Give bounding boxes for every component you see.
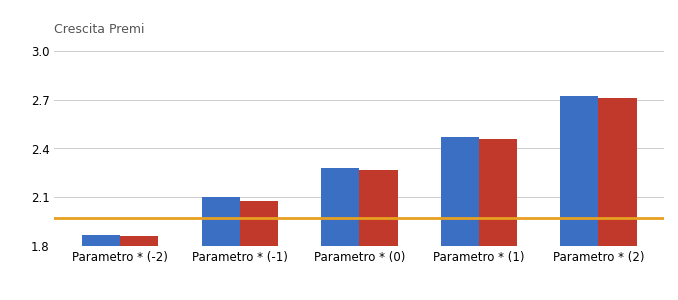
Bar xyxy=(359,169,397,246)
Bar xyxy=(240,200,278,246)
Bar xyxy=(82,235,120,246)
Bar xyxy=(479,139,517,246)
Bar xyxy=(201,197,240,246)
Bar xyxy=(441,137,479,246)
Text: Crescita Premi: Crescita Premi xyxy=(54,23,144,36)
Bar xyxy=(560,97,599,246)
Bar xyxy=(120,236,159,246)
Bar xyxy=(599,98,637,246)
Bar xyxy=(321,168,359,246)
